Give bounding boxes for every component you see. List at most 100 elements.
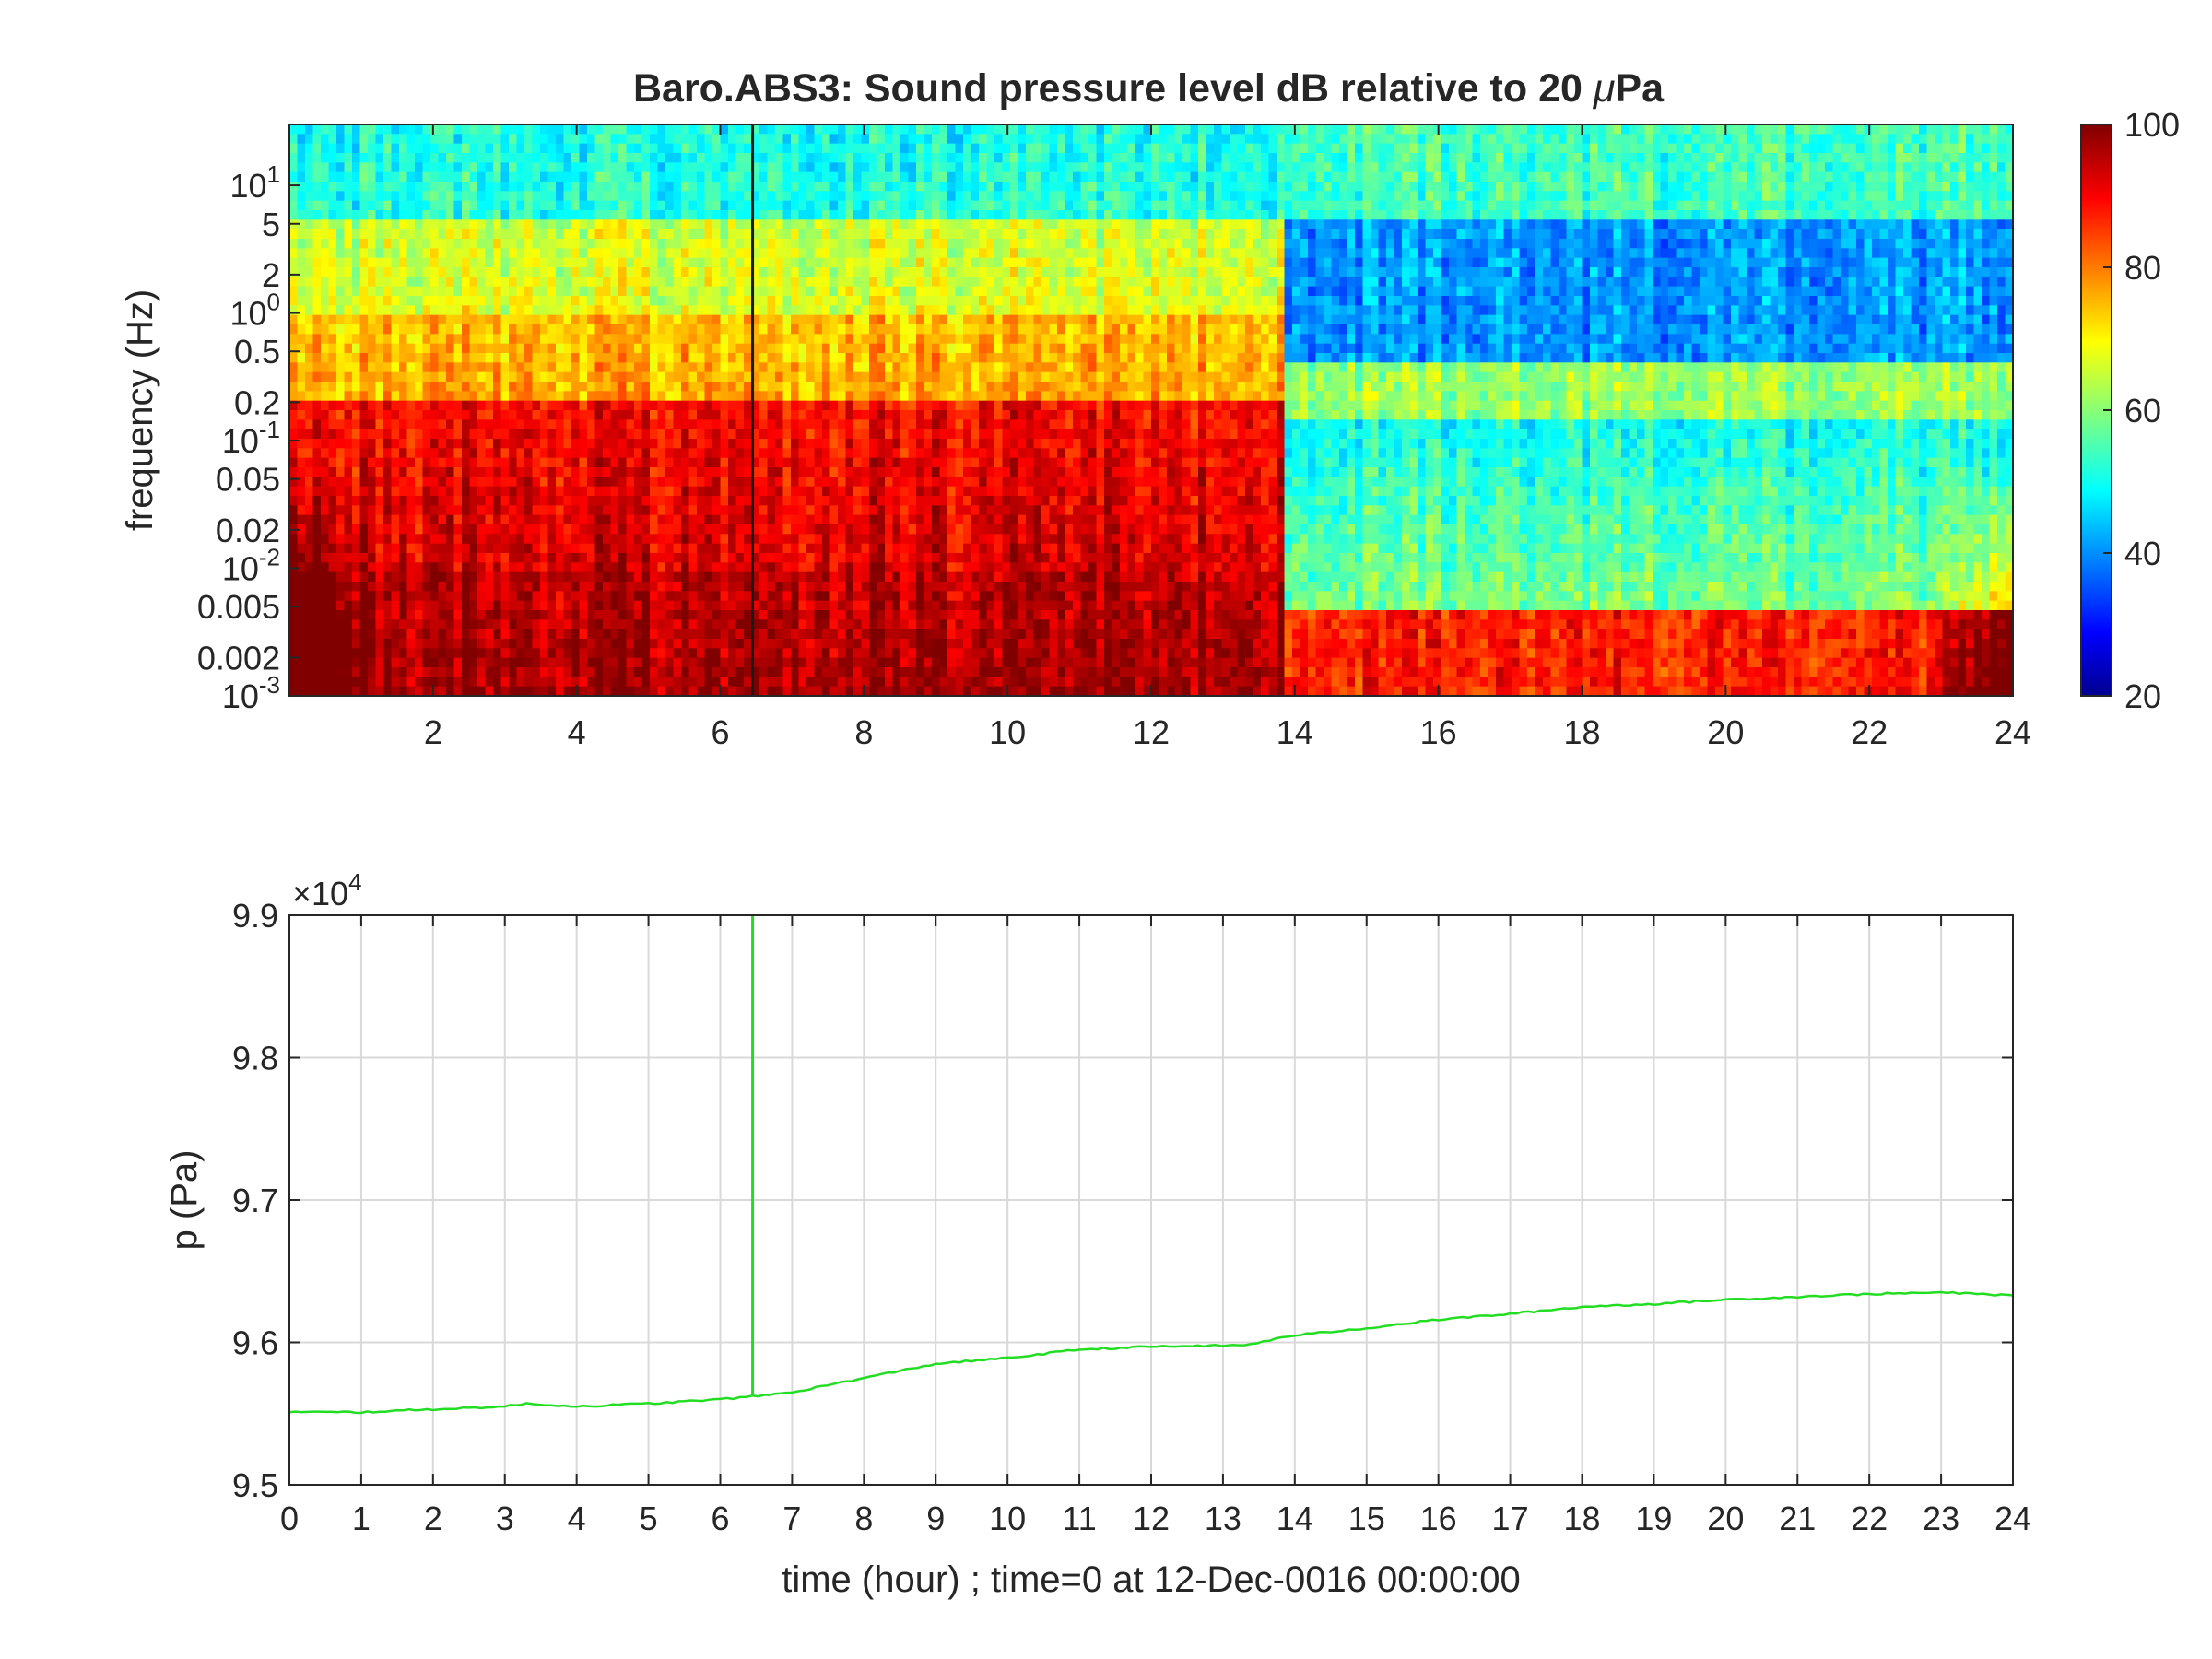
spectrogram-cell — [798, 657, 807, 668]
spectrogram-cell — [618, 391, 628, 402]
spectrogram-cell — [908, 619, 917, 630]
spectrogram-cell — [462, 353, 471, 363]
spectrogram-cell — [289, 382, 299, 392]
spectrogram-cell — [916, 248, 925, 259]
spectrogram-cell — [650, 534, 659, 545]
spectrogram-cell — [422, 400, 431, 411]
spectrogram-cell — [767, 296, 776, 306]
spectrogram-cell — [524, 314, 534, 325]
spectrogram-cell — [814, 153, 823, 163]
spectrogram-cell — [853, 467, 863, 477]
spectrogram-cell — [493, 648, 502, 659]
spectrogram-cell — [916, 505, 925, 516]
spectrogram-cell — [509, 391, 518, 402]
spectrogram-cell — [477, 486, 487, 497]
spectrogram-cell — [634, 276, 643, 288]
spectrogram-cell — [556, 200, 565, 211]
spectrogram-cell — [720, 276, 729, 288]
spectrogram-cell — [650, 419, 659, 430]
spectrogram-cell — [540, 239, 549, 249]
spectrogram-cell — [845, 400, 854, 411]
spectrogram-cell — [877, 419, 886, 430]
spectrogram-cell — [368, 400, 377, 411]
spectrogram-cell — [368, 210, 377, 220]
spectrogram-cell — [610, 610, 619, 620]
spectrogram-cell — [383, 629, 393, 640]
spectrogram-cell — [908, 229, 917, 240]
spectrogram-cell — [892, 629, 901, 640]
spectrogram-cell — [305, 134, 314, 145]
spectrogram-cell — [430, 505, 440, 516]
spectrogram-cell — [391, 543, 400, 554]
spectrogram-cell — [406, 143, 416, 154]
spectrogram-cell — [932, 305, 941, 316]
spectrogram-cell — [399, 639, 408, 649]
spectrogram-cell — [438, 629, 447, 640]
spectrogram-cell — [932, 457, 941, 468]
spectrogram-cell — [532, 582, 541, 592]
spectrogram-cell — [830, 343, 839, 354]
spectrogram-cell — [579, 677, 588, 688]
spectrogram-cell — [861, 276, 870, 288]
spectrogram-cell — [383, 553, 393, 563]
spectrogram-cell — [634, 686, 643, 697]
spectrogram-cell — [399, 686, 408, 697]
spectrogram-cell — [594, 334, 604, 345]
spectrogram-cell — [735, 382, 745, 392]
spectrogram-cell — [626, 524, 635, 535]
spectrogram-cell — [634, 210, 643, 220]
spectrogram-cell — [900, 571, 910, 582]
spectrogram-cell — [626, 467, 635, 477]
spectrogram-cell — [681, 276, 690, 288]
spectrogram-cell — [516, 524, 525, 535]
spectrogram-cell — [336, 439, 346, 449]
spectrogram-cell — [735, 314, 745, 325]
spectrogram-cell — [368, 439, 377, 449]
spectrogram-cell — [665, 267, 675, 277]
spectrogram-cell — [359, 543, 369, 554]
spectrogram-cell — [791, 629, 800, 640]
spectrogram-cell — [446, 562, 455, 573]
spectrogram-cell — [453, 134, 463, 145]
spectrogram-cell — [500, 610, 510, 620]
spectrogram-cell — [720, 448, 729, 459]
spectrogram-cell — [399, 371, 408, 382]
spectrogram-cell — [869, 314, 878, 325]
spectrogram-cell — [618, 171, 628, 182]
spectrogram-cell — [814, 429, 823, 440]
spectrogram-cell — [775, 429, 784, 440]
spectrogram-cell — [352, 457, 361, 468]
spectrogram-cell — [571, 391, 581, 402]
spectrogram-cell — [297, 496, 306, 506]
spectrogram-cell — [869, 514, 878, 525]
spectrogram-cell — [728, 410, 737, 420]
spectrogram-cell — [782, 267, 792, 277]
spectrogram-cell — [641, 362, 651, 373]
spectrogram-cell — [744, 191, 753, 202]
spectrogram-cell — [352, 362, 361, 373]
spectrogram-cell — [775, 143, 784, 154]
spectrogram-cell — [603, 200, 612, 211]
spectrogram-cell — [657, 591, 666, 602]
spectrogram-cell — [516, 182, 525, 192]
spectrogram-cell — [641, 496, 651, 506]
spectrogram-cell — [877, 534, 886, 545]
spectrogram-cell — [532, 410, 541, 420]
spectrogram-cell — [657, 353, 666, 363]
spectrogram-cell — [845, 182, 854, 192]
spectrogram-cell — [767, 239, 776, 249]
spectrogram-cell — [453, 353, 463, 363]
spectrogram-cell — [532, 629, 541, 640]
spectrogram-cell — [892, 467, 901, 477]
spectrogram-cell — [422, 171, 431, 182]
spectrogram-cell — [610, 524, 619, 535]
spectrogram-cell — [453, 182, 463, 192]
spectrogram-cell — [336, 429, 346, 440]
spectrogram-cell — [744, 239, 753, 249]
spectrogram-cell — [352, 286, 361, 297]
spectrogram-cell — [297, 305, 306, 316]
spectrogram-cell — [579, 667, 588, 677]
spectrogram-cell — [751, 429, 760, 440]
spectrogram-cell — [344, 134, 353, 145]
spectrogram-cell — [626, 239, 635, 249]
